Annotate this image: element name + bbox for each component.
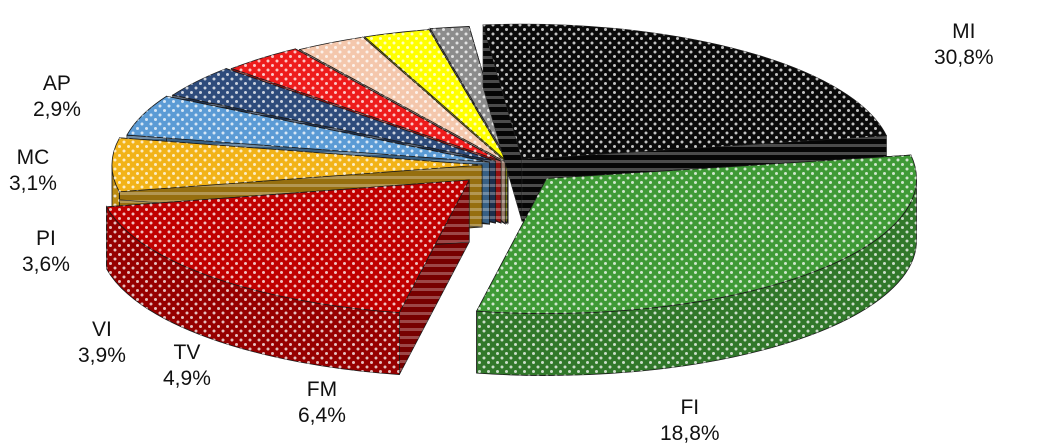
slice-value-tv: 4,9% — [163, 367, 211, 390]
slice-label-tv: TV 4,9% — [163, 340, 211, 392]
slice-value-pi: 3,6% — [22, 253, 70, 276]
slice-label-fi: FI 18,8% — [660, 395, 720, 447]
slice-name-fm: FM — [306, 378, 338, 401]
slice-top-dots-tv — [126, 96, 490, 163]
slice-label-vi: VI 3,9% — [78, 317, 126, 369]
slice-top-dots-vi — [172, 68, 496, 162]
slice-top-dots-mi — [476, 155, 917, 314]
slice-side-stripes-slice-9 — [483, 24, 523, 222]
slice-top-dots-pi — [231, 48, 501, 162]
slice-label-mi: MI 30,8% — [934, 19, 994, 71]
slice-label-mc: MC 3,1% — [9, 145, 57, 197]
slice-name-mi: MI — [952, 20, 976, 43]
slice-value-mc: 3,1% — [9, 172, 57, 195]
slice-top-dots-fm — [112, 137, 483, 192]
slice-outer-dots-fi — [106, 206, 400, 375]
slice-name-ap: AP — [42, 72, 71, 95]
slice-value-fm: 6,4% — [298, 404, 346, 427]
slice-name-tv: TV — [173, 341, 201, 364]
slice-name-pi: PI — [36, 227, 56, 250]
slice-top-dots-slice-8 — [430, 26, 509, 161]
slice-value-fi: 18,8% — [660, 422, 720, 445]
slice-top-dots-ap — [364, 29, 508, 162]
slice-top-dots-fi — [106, 180, 470, 313]
slice-label-ap: AP 2,9% — [33, 71, 81, 123]
slice-value-mi: 30,8% — [934, 46, 994, 69]
slice-label-pi: PI 3,6% — [22, 226, 70, 278]
slice-name-vi: VI — [92, 318, 112, 341]
slice-top-dots-mc — [299, 37, 506, 162]
slice-top-dots-slice-9 — [483, 24, 887, 160]
pie-slice-mi — [476, 154, 917, 376]
slice-name-fi: FI — [680, 396, 700, 419]
pie-slice-fi — [105, 179, 470, 376]
slice-value-vi: 3,9% — [78, 344, 126, 367]
slice-name-mc: MC — [16, 146, 50, 169]
slice-outer-dots-mi — [476, 178, 917, 376]
pie-slices — [105, 23, 917, 376]
slice-label-fm: FM 6,4% — [298, 377, 346, 429]
slice-value-ap: 2,9% — [33, 98, 81, 121]
